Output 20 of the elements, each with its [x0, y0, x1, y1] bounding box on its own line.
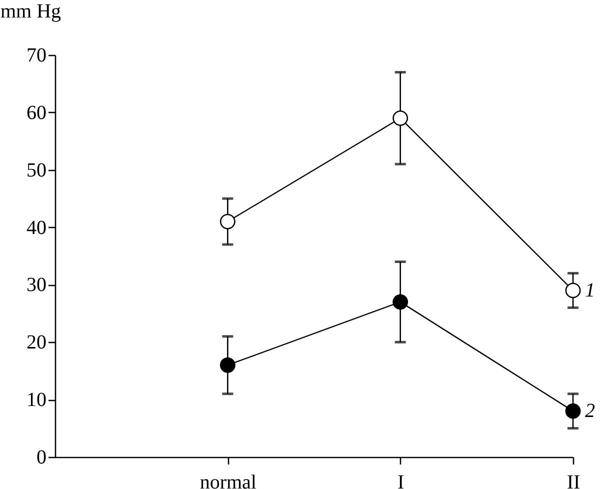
y-tick-label: 60	[26, 102, 46, 124]
y-tick-label: 20	[26, 332, 46, 354]
point	[392, 294, 408, 310]
point	[220, 357, 236, 373]
series-label: 1	[585, 279, 595, 302]
point	[392, 110, 408, 126]
series-label: 2	[585, 400, 595, 422]
y-tick-label: 50	[26, 159, 46, 182]
x-tick-label: I	[397, 472, 404, 489]
y-tick-label: 0	[36, 446, 46, 468]
x-tick-label: normal	[200, 472, 257, 489]
point	[565, 282, 581, 298]
y-tick-label: 70	[26, 44, 46, 66]
point	[565, 403, 581, 419]
y-tick-label: 40	[26, 216, 46, 239]
y-axis-title: mm Hg	[0, 0, 62, 22]
y-tick-label: 30	[26, 274, 46, 296]
y-tick-label: 10	[26, 389, 46, 412]
x-tick-label: II	[566, 472, 580, 489]
point	[220, 214, 236, 230]
